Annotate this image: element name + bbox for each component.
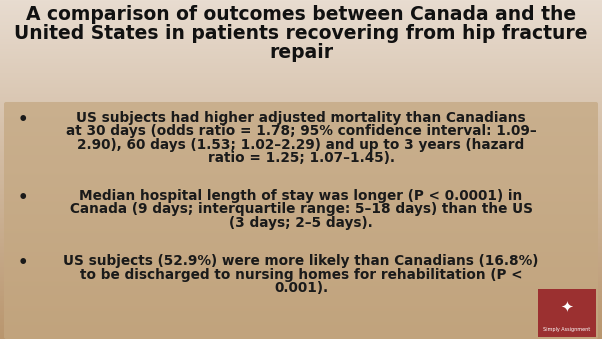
Text: •: • xyxy=(18,255,28,270)
FancyBboxPatch shape xyxy=(538,289,596,337)
Text: ✦: ✦ xyxy=(560,300,573,315)
Text: repair: repair xyxy=(269,43,333,62)
FancyBboxPatch shape xyxy=(4,102,598,339)
Text: to be discharged to nursing homes for rehabilitation (P <: to be discharged to nursing homes for re… xyxy=(79,267,523,281)
Text: US subjects had higher adjusted mortality than Canadians: US subjects had higher adjusted mortalit… xyxy=(76,111,526,125)
Text: A comparison of outcomes between Canada and the: A comparison of outcomes between Canada … xyxy=(26,5,576,24)
Text: United States in patients recovering from hip fracture: United States in patients recovering fro… xyxy=(14,24,588,43)
Text: •: • xyxy=(18,190,28,205)
Text: at 30 days (odds ratio = 1.78; 95% confidence interval: 1.09–: at 30 days (odds ratio = 1.78; 95% confi… xyxy=(66,124,536,139)
Text: Median hospital length of stay was longer (P < 0.0001) in: Median hospital length of stay was longe… xyxy=(79,189,523,203)
Text: Canada (9 days; interquartile range: 5–18 days) than the US: Canada (9 days; interquartile range: 5–1… xyxy=(69,202,533,217)
Text: ratio = 1.25; 1.07–1.45).: ratio = 1.25; 1.07–1.45). xyxy=(208,152,394,165)
Text: 0.001).: 0.001). xyxy=(274,281,328,295)
Text: US subjects (52.9%) were more likely than Canadians (16.8%): US subjects (52.9%) were more likely tha… xyxy=(63,254,539,268)
Text: 2.90), 60 days (1.53; 1.02–2.29) and up to 3 years (hazard: 2.90), 60 days (1.53; 1.02–2.29) and up … xyxy=(78,138,524,152)
Text: Simply Assignment: Simply Assignment xyxy=(544,326,591,332)
Text: (3 days; 2–5 days).: (3 days; 2–5 days). xyxy=(229,216,373,230)
Text: •: • xyxy=(18,112,28,127)
